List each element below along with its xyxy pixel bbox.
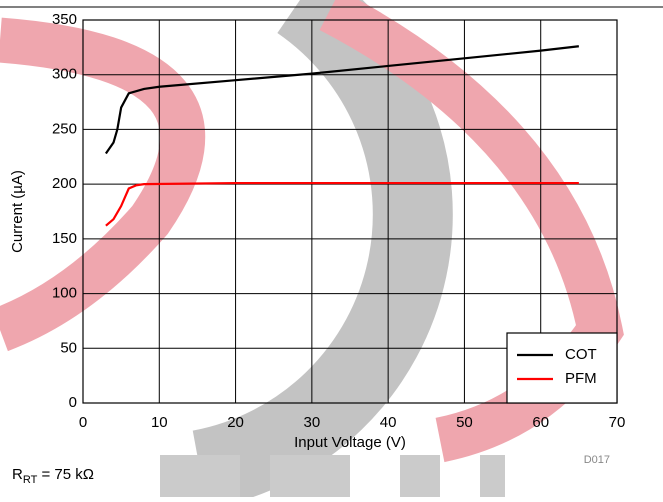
note-rest: = 75 kΩ (37, 466, 94, 483)
y-tick-label: 200 (52, 175, 77, 192)
x-tick-label: 30 (304, 414, 321, 431)
y-tick-label: 100 (52, 285, 77, 302)
y-tick-label: 0 (69, 394, 77, 411)
watermark-arc (192, 0, 453, 502)
y-tick-label: 300 (52, 66, 77, 83)
legend-label: PFM (565, 370, 597, 387)
x-tick-label: 50 (456, 414, 473, 431)
note-symbol: R (12, 466, 23, 483)
watermark-block (160, 455, 240, 497)
series-line (104, 45, 579, 155)
y-tick-label: 250 (52, 120, 77, 137)
y-tick-label: 150 (52, 230, 77, 247)
y-tick-label: 50 (60, 339, 77, 356)
watermark-arc (0, 17, 206, 352)
x-tick-label: 10 (151, 414, 168, 431)
watermark-block (400, 455, 440, 497)
x-axis-label: Input Voltage (V) (294, 434, 406, 451)
watermark-block (480, 455, 505, 497)
x-tick-label: 70 (609, 414, 626, 431)
legend-box (506, 332, 618, 404)
x-tick-label: 0 (79, 414, 87, 431)
note-subscript: RT (23, 474, 38, 486)
y-tick-label: 350 (52, 11, 77, 28)
series-line (105, 181, 579, 227)
watermark-arc (319, 0, 624, 463)
legend-label: COT (565, 346, 597, 363)
x-tick-label: 40 (380, 414, 397, 431)
y-axis-label: Current (µA) (9, 170, 26, 253)
watermark (0, 0, 624, 502)
x-tick-label: 20 (227, 414, 244, 431)
figure-code: D017 (584, 454, 610, 466)
x-tick-label: 60 (532, 414, 549, 431)
note: RRT = 75 kΩ (12, 466, 94, 486)
watermark-block (270, 455, 350, 497)
